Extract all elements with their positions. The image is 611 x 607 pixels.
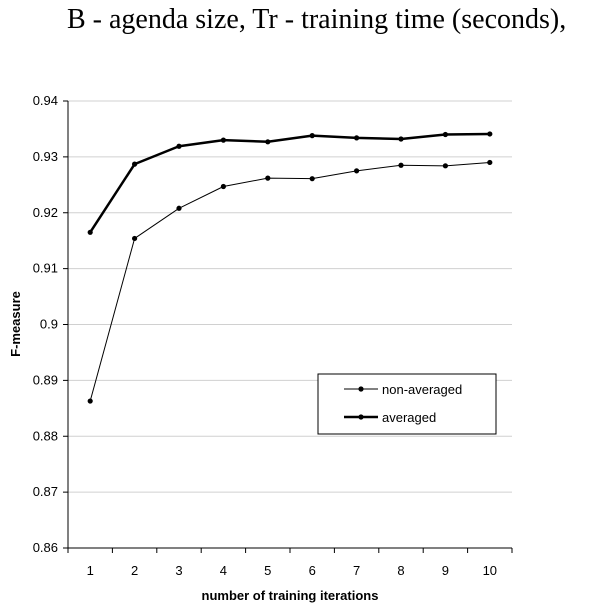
x-tick-label: 2 [131,563,138,578]
series-line-1 [89,161,490,402]
grid-lines [68,100,512,493]
data-point [309,176,315,182]
legend: non-averaged averaged [317,373,497,435]
caption-text: B - agenda size, Tr - training time (sec… [67,4,567,35]
y-tick-label: 0.92 [33,205,58,220]
x-tick-labels: 1 2 3 4 5 6 7 8 9 10 [87,563,497,578]
data-point [132,235,138,242]
y-tick-label: 0.87 [33,484,58,499]
legend-swatch-marker [358,414,364,420]
y-tick-label: 0.88 [33,428,58,443]
x-tick-label: 7 [353,563,360,578]
data-point [354,168,360,174]
legend-entry: averaged [382,410,436,425]
legend-entry: non-averaged [382,382,462,397]
data-point [265,139,271,145]
x-tick-label: 1 [87,563,94,578]
x-tick-label: 9 [442,563,449,578]
data-point [265,175,271,181]
data-point [487,159,493,166]
data-point [176,205,182,211]
x-tick-label: 5 [264,563,271,578]
data-point [220,137,226,143]
y-tick-label: 0.89 [33,372,58,387]
legend-box [317,373,497,435]
y-tick-label: 0.91 [33,261,58,276]
data-point [398,136,404,142]
x-tick-label: 6 [309,563,316,578]
series-line-2 [89,132,490,233]
data-point [87,229,93,235]
data-point [398,162,404,168]
data-point [354,135,360,141]
series-group [87,131,493,404]
y-tick-label: 0.9 [40,317,58,332]
x-tick-label: 10 [483,563,497,578]
data-point [220,183,226,190]
data-point [442,131,448,138]
axes [63,100,513,553]
data-point [132,161,138,167]
x-tick-label: 3 [175,563,182,578]
data-point [442,163,448,169]
data-point [87,398,93,404]
y-axis-label: F-measure [8,291,23,357]
data-point [309,133,315,139]
y-tick-label: 0.94 [33,93,58,108]
y-tick-label: 0.86 [33,540,58,555]
x-tick-label: 8 [397,563,404,578]
data-point [487,131,493,137]
x-tick-label: 4 [220,563,227,578]
y-tick-labels: 0.86 0.87 0.88 0.89 0.9 0.91 0.92 0.93 0.94 [33,93,58,555]
legend-swatch-marker [358,386,364,392]
x-axis-label: number of training iterations [202,588,379,603]
data-point [176,143,182,149]
y-tick-label: 0.93 [33,149,58,164]
